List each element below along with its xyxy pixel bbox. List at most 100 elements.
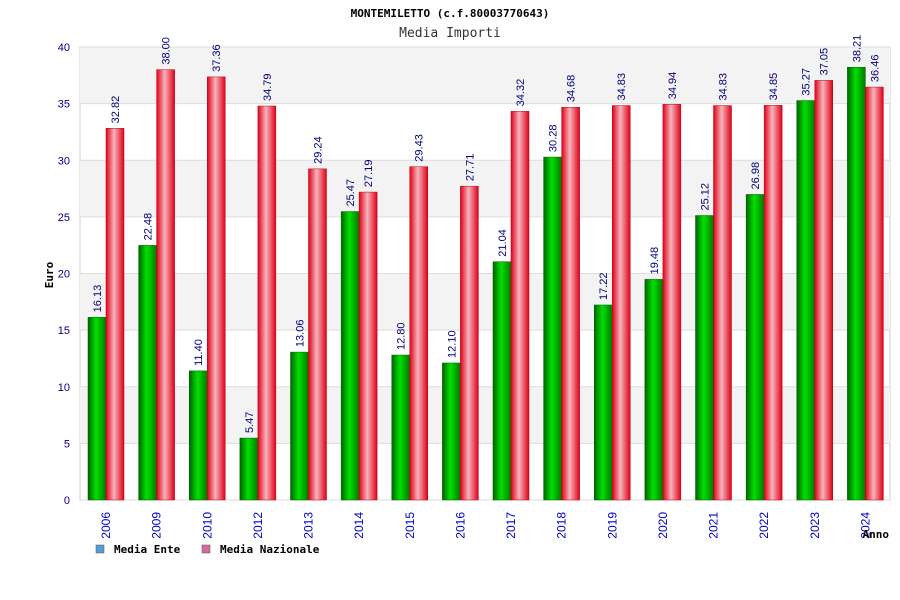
bar-value-label: 12.10 bbox=[446, 330, 458, 358]
y-tick-label: 10 bbox=[58, 382, 70, 394]
bar-value-label: 34.79 bbox=[262, 73, 274, 101]
legend-label: Media Nazionale bbox=[220, 543, 320, 556]
y-tick-label: 35 bbox=[58, 99, 70, 111]
bar-value-label: 34.83 bbox=[616, 73, 628, 101]
legend-swatch bbox=[95, 544, 105, 554]
y-tick-label: 30 bbox=[58, 155, 70, 167]
bar-media-nazionale bbox=[763, 105, 783, 501]
bar-media-nazionale bbox=[257, 105, 277, 501]
bar-media-nazionale bbox=[308, 168, 327, 501]
bar-value-label: 29.24 bbox=[313, 136, 325, 164]
bar-media-ente bbox=[189, 370, 208, 501]
bar-media-ente bbox=[543, 156, 562, 501]
bar-value-label: 32.82 bbox=[110, 96, 122, 124]
y-tick-label: 5 bbox=[64, 438, 70, 450]
x-tick-label: 2010 bbox=[200, 512, 214, 539]
bar-value-label: 19.48 bbox=[649, 247, 661, 275]
bar-value-label: 12.80 bbox=[396, 323, 408, 351]
bar-value-label: 27.71 bbox=[464, 154, 476, 182]
bar-value-label: 11.40 bbox=[193, 339, 205, 366]
y-tick-label: 25 bbox=[58, 212, 70, 224]
bar-media-nazionale bbox=[814, 80, 833, 501]
bar-media-ente bbox=[796, 100, 815, 501]
bar-media-ente bbox=[847, 67, 866, 501]
bar-media-ente bbox=[138, 245, 157, 501]
bar-value-label: 38.21 bbox=[851, 35, 863, 63]
bar-media-ente bbox=[391, 354, 410, 501]
y-tick-label: 40 bbox=[58, 42, 70, 54]
bar-media-nazionale bbox=[713, 105, 732, 501]
bar-value-label: 30.28 bbox=[548, 125, 560, 153]
y-tick-label: 20 bbox=[58, 269, 70, 281]
bar-media-ente bbox=[239, 437, 259, 501]
x-tick-label: 2020 bbox=[656, 512, 670, 539]
bar-media-nazionale bbox=[156, 69, 175, 501]
y-axis-label: Euro bbox=[43, 261, 56, 288]
bar-value-label: 29.43 bbox=[414, 134, 426, 162]
x-axis-ticks: 2006 2009 2010 2012 2013 2014 2015 2016 2017 2018… bbox=[99, 512, 872, 539]
bar-media-nazionale bbox=[662, 104, 682, 501]
bar-media-ente bbox=[290, 351, 309, 501]
bar-media-ente bbox=[492, 261, 512, 501]
bar-media-nazionale bbox=[409, 166, 428, 501]
y-tick-label: 0 bbox=[64, 495, 70, 507]
x-tick-label: 2006 bbox=[99, 512, 113, 539]
x-tick-label: 2021 bbox=[707, 512, 721, 539]
x-tick-label: 2022 bbox=[757, 512, 771, 539]
bar-media-nazionale bbox=[865, 86, 884, 501]
bar-media-nazionale bbox=[460, 185, 479, 501]
bar-value-label: 26.98 bbox=[750, 162, 762, 190]
bar-media-nazionale bbox=[105, 128, 125, 501]
x-tick-label: 2013 bbox=[302, 512, 316, 539]
bar-value-label: 25.47 bbox=[345, 179, 357, 207]
x-axis-label: Anno bbox=[863, 528, 890, 541]
y-tick-label: 15 bbox=[58, 325, 70, 337]
bar-value-label: 34.68 bbox=[566, 75, 578, 103]
bar-value-label: 25.12 bbox=[700, 183, 712, 211]
bar-value-label: 37.05 bbox=[819, 48, 831, 76]
bar-value-label: 13.06 bbox=[295, 320, 307, 348]
bar-value-label: 37.36 bbox=[211, 44, 223, 72]
bar-value-label: 38.00 bbox=[161, 37, 173, 65]
y-axis-ticks: 0 5 10 15 20 25 30 35 40 bbox=[58, 42, 70, 507]
legend-swatch bbox=[201, 544, 211, 554]
bar-media-ente bbox=[340, 211, 360, 501]
x-tick-label: 2009 bbox=[150, 512, 164, 539]
bar-media-nazionale bbox=[358, 191, 378, 501]
value-labels: 16.13 32.82 22.48 38.00 11.40 37.36 5.47 34.79 1… bbox=[92, 35, 881, 433]
bar-media-ente bbox=[442, 362, 461, 501]
bar-value-label: 34.85 bbox=[768, 73, 780, 101]
bar-value-label: 17.22 bbox=[598, 272, 610, 300]
legend-label: Media Ente bbox=[114, 543, 181, 556]
bar-media-ente bbox=[594, 304, 613, 501]
x-tick-label: 2017 bbox=[504, 512, 518, 539]
bar-value-label: 5.47 bbox=[244, 412, 256, 433]
bar-media-nazionale bbox=[561, 106, 580, 501]
bar-value-label: 34.83 bbox=[718, 73, 730, 101]
x-tick-label: 2018 bbox=[555, 512, 569, 539]
bar-media-ente bbox=[695, 215, 714, 501]
bar-media-nazionale bbox=[510, 111, 530, 501]
bar-value-label: 35.27 bbox=[801, 68, 813, 96]
x-tick-label: 2024 bbox=[858, 512, 872, 539]
x-tick-label: 2015 bbox=[403, 512, 417, 539]
bars bbox=[87, 67, 884, 501]
x-tick-label: 2012 bbox=[251, 512, 265, 539]
bar-value-label: 34.94 bbox=[667, 72, 679, 100]
x-tick-label: 2016 bbox=[453, 512, 467, 539]
x-tick-label: 2023 bbox=[808, 512, 822, 539]
legend: Media Ente Media Nazionale bbox=[95, 543, 320, 556]
chart-subtitle: Media Importi bbox=[399, 26, 501, 41]
bar-value-label: 36.46 bbox=[869, 55, 881, 83]
bar-value-label: 16.13 bbox=[92, 285, 104, 313]
bar-media-ente bbox=[745, 194, 765, 501]
bar-value-label: 21.04 bbox=[497, 229, 509, 257]
bar-value-label: 27.19 bbox=[363, 160, 375, 188]
bar-media-ente bbox=[644, 279, 664, 501]
bar-media-nazionale bbox=[207, 76, 226, 501]
bar-value-label: 22.48 bbox=[143, 213, 155, 241]
x-tick-label: 2014 bbox=[352, 512, 366, 539]
bar-media-ente bbox=[87, 317, 107, 501]
bar-value-label: 34.32 bbox=[515, 79, 527, 107]
